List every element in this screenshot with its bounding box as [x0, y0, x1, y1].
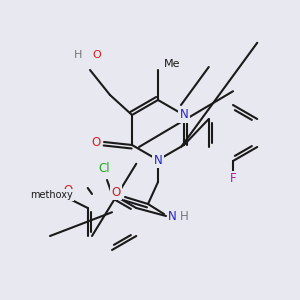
Text: N: N — [168, 209, 177, 223]
Text: F: F — [230, 172, 236, 185]
Text: N: N — [180, 109, 188, 122]
Text: O: O — [92, 136, 100, 148]
Text: O: O — [92, 50, 101, 60]
Text: Cl: Cl — [98, 161, 110, 175]
Text: methoxy: methoxy — [30, 190, 73, 200]
Text: N: N — [154, 154, 162, 166]
Text: H: H — [180, 209, 189, 223]
Text: Me: Me — [164, 59, 181, 69]
Text: O: O — [63, 184, 72, 197]
Text: O: O — [111, 185, 121, 199]
Text: H: H — [74, 50, 82, 60]
